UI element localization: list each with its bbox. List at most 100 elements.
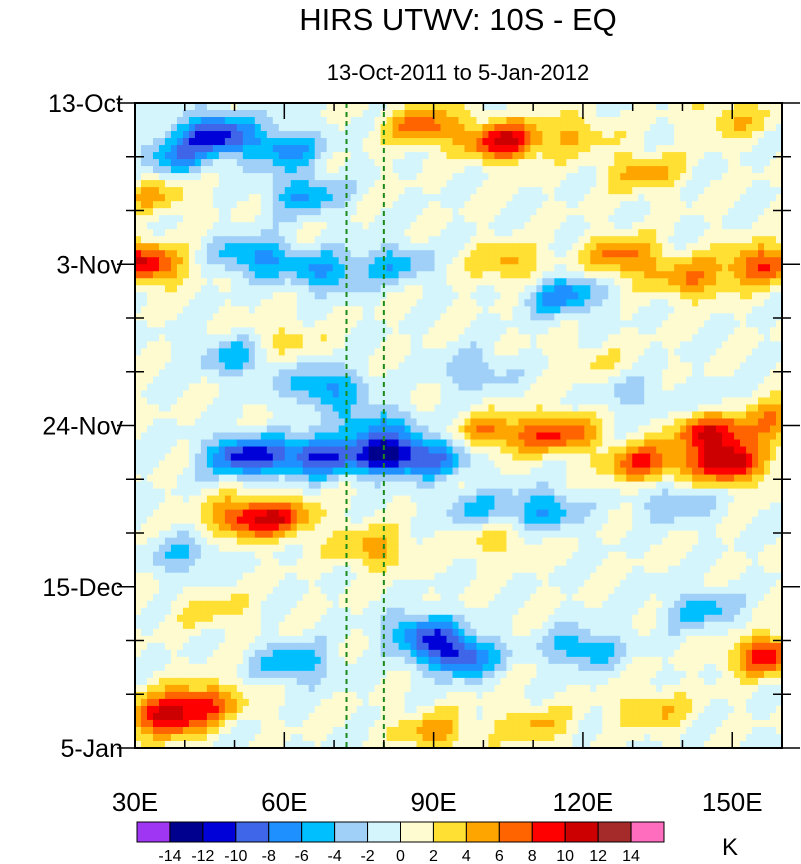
- field-cell: [135, 229, 142, 237]
- field-cell: [368, 194, 376, 202]
- field-cell: [464, 327, 472, 335]
- field-cell: [548, 250, 555, 258]
- field-cell: [200, 320, 208, 328]
- field-cell: [392, 404, 400, 413]
- field-cell: [206, 425, 214, 434]
- field-cell: [272, 278, 280, 286]
- field-cell: [764, 271, 771, 279]
- field-cell: [518, 180, 525, 188]
- field-cell: [740, 404, 747, 413]
- field-cell: [638, 376, 645, 385]
- field-cell: [164, 341, 172, 349]
- field-cell: [135, 152, 142, 160]
- field-cell: [242, 222, 250, 230]
- field-cell: [188, 264, 196, 272]
- field-cell: [776, 292, 782, 300]
- field-cell: [494, 355, 502, 363]
- field-cell: [320, 187, 328, 195]
- field-cell: [752, 173, 759, 181]
- field-cell: [566, 376, 573, 385]
- field-cell: [518, 348, 525, 356]
- field-cell: [236, 152, 244, 160]
- field-cell: [686, 348, 693, 356]
- field-cell: [638, 271, 645, 279]
- field-cell: [476, 229, 484, 237]
- field-cell: [410, 397, 418, 406]
- field-cell: [692, 250, 699, 258]
- field-cell: [158, 229, 166, 237]
- field-cell: [434, 257, 442, 265]
- field-cell: [386, 103, 394, 111]
- field-cell: [548, 271, 555, 279]
- field-cell: [440, 103, 448, 111]
- field-cell: [146, 369, 154, 378]
- field-cell: [350, 355, 358, 363]
- field-cell: [614, 138, 621, 146]
- field-cell: [704, 418, 711, 427]
- field-cell: [632, 173, 639, 181]
- field-cell: [470, 194, 478, 202]
- field-cell: [680, 257, 687, 265]
- field-cell: [626, 404, 633, 413]
- field-cell: [140, 250, 148, 258]
- field-cell: [584, 278, 591, 286]
- field-cell: [530, 348, 537, 356]
- field-cell: [560, 124, 567, 132]
- field-cell: [230, 348, 238, 356]
- field-cell: [278, 229, 286, 237]
- field-cell: [620, 348, 627, 356]
- field-cell: [470, 201, 478, 209]
- field-cell: [716, 166, 723, 174]
- field-cell: [398, 348, 406, 356]
- field-cell: [752, 236, 759, 244]
- field-cell: [272, 306, 280, 314]
- field-cell: [704, 355, 711, 363]
- field-cell: [242, 348, 250, 356]
- field-cell: [218, 334, 226, 342]
- field-cell: [242, 341, 250, 349]
- field-cell: [584, 159, 591, 167]
- field-cell: [428, 117, 436, 125]
- field-cell: [260, 208, 268, 216]
- field-cell: [314, 110, 322, 118]
- field-cell: [398, 194, 406, 202]
- field-cell: [494, 320, 502, 328]
- field-cell: [332, 264, 340, 272]
- field-cell: [152, 285, 160, 293]
- field-cell: [314, 180, 322, 188]
- field-cell: [266, 341, 274, 349]
- field-cell: [314, 355, 322, 363]
- field-cell: [224, 243, 232, 251]
- field-cell: [620, 299, 627, 307]
- field-cell: [176, 257, 184, 265]
- field-cell: [440, 250, 448, 258]
- field-cell: [308, 327, 316, 335]
- field-cell: [722, 264, 729, 272]
- field-cell: [710, 341, 717, 349]
- field-cell: [320, 222, 328, 230]
- field-cell: [542, 110, 549, 118]
- field-cell: [524, 376, 531, 385]
- field-cell: [548, 299, 555, 307]
- field-cell: [380, 348, 388, 356]
- field-cell: [308, 264, 316, 272]
- field-cell: [536, 138, 543, 146]
- field-cell: [626, 390, 633, 399]
- field-cell: [308, 173, 316, 181]
- field-cell: [140, 173, 148, 181]
- field-cell: [296, 138, 304, 146]
- field-cell: [218, 383, 226, 392]
- field-cell: [170, 320, 178, 328]
- field-cell: [422, 362, 430, 371]
- field-cell: [428, 411, 436, 420]
- field-cell: [326, 117, 334, 125]
- field-cell: [464, 341, 472, 349]
- field-cell: [734, 117, 741, 125]
- field-cell: [452, 208, 460, 216]
- field-cell: [368, 131, 376, 139]
- field-cell: [404, 320, 412, 328]
- field-cell: [350, 124, 358, 132]
- field-cell: [590, 110, 597, 118]
- field-cell: [482, 341, 490, 349]
- field-cell: [140, 411, 148, 420]
